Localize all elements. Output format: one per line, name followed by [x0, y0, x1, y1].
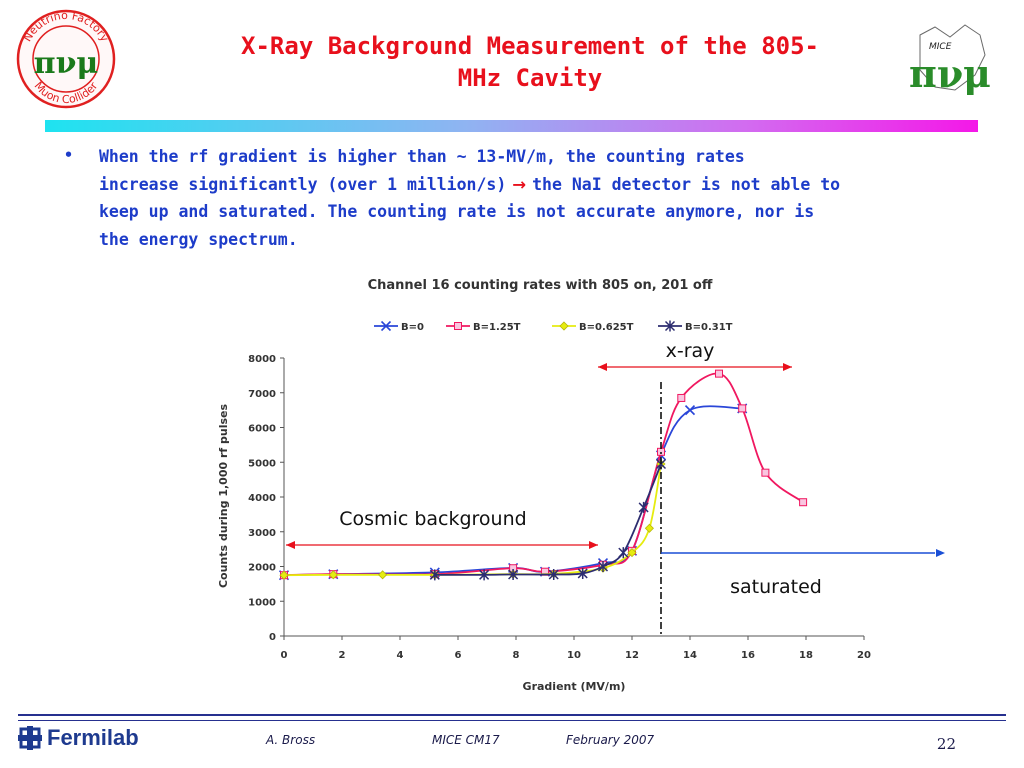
- bullet-line-3: keep up and saturated. The counting rate…: [99, 202, 815, 221]
- y-tick-label: 0: [269, 632, 276, 643]
- data-point: [508, 568, 519, 580]
- right-arrow-icon: →: [512, 174, 527, 194]
- bullet-line-4: the energy spectrum.: [99, 229, 298, 249]
- chart-series: [278, 369, 808, 581]
- footer-author: A. Bross: [266, 733, 316, 747]
- fermilab-logo: Fermilab: [18, 725, 139, 751]
- y-tick-label: 3000: [248, 528, 276, 539]
- legend-marker: [380, 320, 392, 332]
- data-point: [627, 548, 637, 558]
- fermilab-icon: [18, 726, 42, 750]
- x-tick-label: 8: [513, 650, 520, 661]
- x-tick-label: 10: [567, 650, 581, 661]
- x-tick-label: 12: [625, 650, 639, 661]
- legend-label: B=1.25T: [473, 322, 521, 333]
- logo-symbol: πνμ: [34, 46, 99, 81]
- chart-axes: 0 1000 2000 3000 4000 5000 6000 7000 8000 0 2 4 6 8 10…: [248, 354, 871, 661]
- data-point: [799, 498, 808, 507]
- data-point: [715, 369, 723, 378]
- footer-meeting: MICE CM17: [432, 733, 500, 747]
- data-point: [761, 468, 770, 477]
- data-point: [548, 568, 559, 580]
- arrowhead: [598, 363, 607, 371]
- chart-title: Channel 16 counting rates with 805 on, 2…: [368, 278, 713, 293]
- page-number: 22: [936, 735, 956, 753]
- x-tick-label: 18: [799, 650, 813, 661]
- x-tick-label: 2: [339, 650, 346, 661]
- slide-title: X-Ray Background Measurement of the 805-…: [200, 30, 860, 94]
- legend-label: B=0: [401, 322, 424, 333]
- neutrino-factory-logo: Neutrino Factory Muon Collider πνμ: [16, 9, 116, 109]
- data-point: [677, 393, 686, 402]
- bullet-line-2a: increase significantly (over 1 million/s…: [99, 174, 507, 194]
- arrowhead: [286, 541, 295, 549]
- slide-title-line1: X-Ray Background Measurement of the 805-: [241, 32, 819, 60]
- data-point: [618, 547, 629, 559]
- x-tick-label: 20: [857, 650, 871, 661]
- legend-label: B=0.625T: [579, 322, 634, 333]
- data-point: [328, 570, 338, 580]
- x-tick-label: 0: [281, 650, 288, 661]
- mice-logo: πνμ MICE: [909, 19, 991, 101]
- fermilab-wordmark: Fermilab: [47, 725, 139, 750]
- x-tick-label: 14: [683, 650, 697, 661]
- arrowhead: [783, 363, 792, 371]
- data-point: [577, 567, 588, 579]
- data-point: [479, 569, 490, 581]
- bullet-line-2b: the NaI detector is not able to: [532, 174, 841, 194]
- arrowhead: [936, 549, 945, 557]
- y-tick-label: 5000: [248, 458, 276, 469]
- mice-logo-label: MICE: [929, 42, 952, 52]
- x-tick-label: 6: [455, 650, 462, 661]
- footer-date: February 2007: [566, 733, 655, 747]
- mice-logo-symbol: πνμ: [909, 51, 991, 96]
- data-point: [597, 561, 609, 572]
- bullet-line-2: increase significantly (over 1 million/s…: [99, 171, 925, 199]
- chart-legend: B=0 B=1.25T B=0.625T B=0.31T: [374, 320, 733, 333]
- series-line: [283, 405, 743, 577]
- legend-label: B=0.31T: [685, 322, 733, 333]
- x-tick-label: 4: [397, 650, 404, 661]
- saturated-label: saturated: [730, 576, 822, 598]
- y-tick-label: 8000: [248, 354, 276, 365]
- arrowhead: [589, 541, 598, 549]
- slide-title-line2: MHz Cavity: [457, 64, 603, 92]
- footer-rule-thin: [18, 720, 1006, 721]
- chart-annotations: Cosmic background x-ray saturated: [286, 340, 945, 636]
- data-point: [657, 447, 665, 456]
- title-underline-bar: [45, 120, 978, 132]
- xray-label: x-ray: [666, 340, 715, 362]
- data-point: [684, 405, 696, 416]
- y-tick-label: 4000: [248, 493, 276, 504]
- bullet-marker: •: [64, 146, 74, 164]
- data-point: [644, 523, 654, 533]
- x-axis-label: Gradient (MV/m): [523, 680, 626, 693]
- y-tick-label: 6000: [248, 424, 276, 435]
- legend-marker: [559, 321, 569, 331]
- bullet-text: When the rf gradient is higher than ~ 13…: [99, 143, 925, 253]
- data-point: [738, 404, 747, 413]
- data-point: [279, 570, 289, 580]
- y-tick-label: 7000: [248, 389, 276, 400]
- series-B=1.25T: [280, 369, 808, 580]
- legend-marker: [454, 322, 462, 330]
- data-point: [638, 501, 649, 513]
- bullet-line-1: When the rf gradient is higher than ~ 13…: [99, 147, 745, 166]
- data-point: [378, 570, 388, 580]
- y-tick-label: 1000: [248, 597, 276, 608]
- legend-marker: [664, 320, 676, 332]
- cosmic-background-label: Cosmic background: [339, 508, 526, 530]
- data-point: [429, 569, 440, 581]
- x-tick-label: 16: [741, 650, 755, 661]
- y-tick-label: 2000: [248, 563, 276, 574]
- y-axis-label: Counts during 1,000 rf pulses: [217, 404, 230, 589]
- footer-rule: [18, 714, 1006, 716]
